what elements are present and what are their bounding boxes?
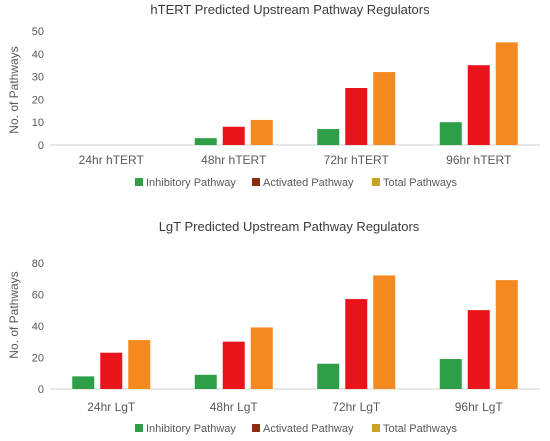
legend-label: Inhibitory Pathway (146, 177, 236, 189)
bar-activated-pathway (222, 341, 245, 389)
bar-inhibitory-pathway (317, 363, 340, 389)
chart1-title: hTERT Predicted Upstream Pathway Regulat… (150, 2, 430, 17)
legend-swatch (372, 424, 380, 432)
x-category-label: 24hr hTERT (79, 153, 145, 167)
bar-inhibitory-pathway (72, 376, 95, 389)
bar-activated-pathway (467, 310, 490, 389)
bar-inhibitory-pathway (439, 122, 462, 145)
chart2-title: LgT Predicted Upstream Pathway Regulator… (159, 219, 420, 234)
bar-total-pathways (495, 42, 518, 145)
bar-activated-pathway (222, 126, 245, 145)
y-tick-label: 60 (32, 289, 44, 301)
bar-inhibitory-pathway (194, 374, 217, 389)
x-category-label: 72hr LgT (332, 400, 381, 414)
legend-label: Inhibitory Pathway (146, 423, 236, 435)
legend-swatch (135, 178, 143, 186)
legend-swatch (252, 178, 260, 186)
y-tick-label: 20 (32, 352, 44, 364)
y-tick-label: 0 (38, 140, 44, 152)
chart2-y-axis-label: No. of Pathways (7, 271, 21, 358)
bar-total-pathways (373, 275, 396, 389)
legend-swatch (252, 424, 260, 432)
y-tick-label: 20 (32, 94, 44, 106)
y-tick-label: 30 (32, 72, 44, 84)
bar-activated-pathway (345, 88, 368, 145)
y-tick-label: 80 (32, 258, 44, 270)
bar-activated-pathway (345, 299, 368, 389)
bar-inhibitory-pathway (194, 138, 217, 145)
legend-label: Total Pathways (383, 423, 457, 435)
bar-total-pathways (250, 119, 273, 145)
bar-inhibitory-pathway (439, 359, 462, 389)
x-category-label: 48hr LgT (210, 400, 259, 414)
bar-total-pathways (495, 280, 518, 389)
bar-activated-pathway (100, 352, 123, 389)
bar-total-pathways (128, 340, 151, 389)
bar-total-pathways (250, 327, 273, 389)
legend-label: Activated Pathway (263, 423, 354, 435)
y-tick-label: 50 (32, 26, 44, 38)
bar-inhibitory-pathway (317, 129, 340, 145)
y-tick-label: 40 (32, 321, 44, 333)
legend-label: Total Pathways (383, 177, 457, 189)
legend-label: Activated Pathway (263, 177, 354, 189)
x-category-label: 96hr LgT (455, 400, 504, 414)
y-tick-label: 40 (32, 49, 44, 61)
y-tick-label: 10 (32, 117, 44, 129)
x-category-label: 48hr hTERT (201, 153, 267, 167)
chart1-y-axis-label: No. of Pathways (7, 46, 21, 133)
x-category-label: 96hr hTERT (446, 153, 512, 167)
legend-swatch (372, 178, 380, 186)
bar-total-pathways (373, 72, 396, 145)
legend-swatch (135, 424, 143, 432)
bar-activated-pathway (467, 65, 490, 145)
x-category-label: 24hr LgT (87, 400, 136, 414)
x-category-label: 72hr hTERT (324, 153, 390, 167)
y-tick-label: 0 (38, 384, 44, 396)
